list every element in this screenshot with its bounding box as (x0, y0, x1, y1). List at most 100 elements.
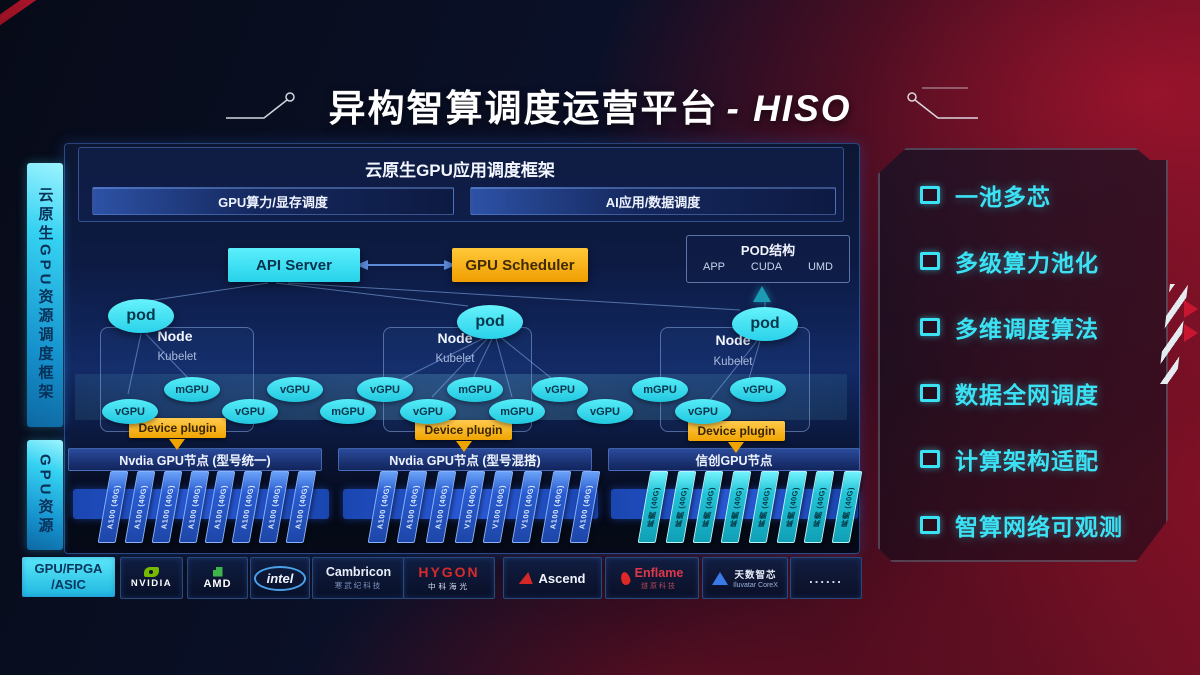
gpu-card-label: A100 (40G) (238, 484, 256, 530)
pod-ellipse: pod (108, 299, 174, 333)
vendor-name: Ascend (538, 570, 586, 586)
down-arrow-icon (728, 442, 744, 453)
feature-bullet-icon (920, 516, 940, 534)
gpu-card-label: A100 (40G) (432, 484, 450, 530)
gpu-card: 昇腾 (40G) (720, 471, 752, 543)
feature-item: 一池多芯 (920, 178, 1155, 212)
chip-label-line1: GPU/FPGA (34, 560, 103, 576)
chevron-right-icon (1184, 324, 1198, 342)
vendor-more-dots: ...... (809, 570, 843, 586)
gpu-unit-mgpu: mGPU (489, 399, 545, 424)
gpu-card: V100 (40G) (454, 471, 485, 543)
gpu-card-label: 昇腾 (40G) (672, 486, 689, 528)
pod-ellipse: pod (457, 305, 523, 339)
vendor-enflame: Enflame 燧原科技 (605, 557, 699, 599)
gpu-card: A100 (40G) (425, 471, 457, 543)
gpu-unit-vgpu: vGPU (222, 399, 278, 424)
gpu-card: A100 (40G) (124, 471, 156, 543)
gpu-card-label: 昇腾 (40G) (783, 486, 800, 528)
gpu-unit-mgpu: mGPU (164, 377, 220, 402)
gpu-card-label: 昇腾 (40G) (644, 486, 662, 528)
feature-item: 计算架构适配 (920, 442, 1155, 476)
vendor-amd: AMD (187, 557, 248, 599)
kubelet-label: Kubelet (435, 353, 475, 365)
vendor-intel: intel (250, 557, 310, 599)
feature-label: 计算架构适配 (955, 448, 1099, 474)
gpu-card: A100 (40G) (258, 471, 290, 543)
enflame-logo-icon (619, 570, 632, 586)
gpu-unit-mgpu: mGPU (320, 399, 376, 424)
gpu-card-label: 昇腾 (40G) (811, 486, 828, 528)
feature-label: 数据全网调度 (955, 382, 1099, 408)
gpu-card-strip-3: 昇腾 (40G) 昇腾 (40G) 昇腾 (40G) 昇腾 (40G) 昇腾 (40G)… (637, 471, 863, 545)
vendor-name: 天数智芯 (734, 570, 777, 581)
page-title-zh: 异构智算调度运营平台 (328, 88, 719, 129)
gpu-card-strip-1: A100 (40G) A100 (40G) A100 (40G) A100 (40G)… (97, 471, 317, 545)
vendor-chip: GPU/FPGA/ASIC (22, 557, 115, 597)
gpu-unit-mgpu: mGPU (447, 377, 503, 402)
features-panel (878, 148, 1168, 562)
gpu-card-label: A100 (40G) (403, 484, 421, 530)
gpu-card-label: 昇腾 (40G) (755, 486, 772, 528)
gpu-card-label: A100 (40G) (131, 484, 149, 530)
app-framework-title: 云原生GPU应用调度框架 (365, 161, 555, 180)
gpu-card: 昇腾 (40G) (665, 471, 697, 543)
vendor-subname: 燧原科技 (640, 582, 677, 590)
feature-bullet-icon (920, 186, 940, 204)
gpu-card: A100 (40G) (205, 471, 236, 543)
gpu-card-label: A100 (40G) (374, 484, 392, 530)
vendor-subname: 中科海光 (428, 582, 470, 591)
pod-structure-title: POD结构 (740, 243, 796, 258)
rail-label: 云原生GPU资源调度框架 (36, 187, 54, 403)
gpu-card: A100 (40G) (178, 471, 209, 543)
chip-label-line2: /ASIC (51, 577, 86, 592)
gpu-card-label: A100 (40G) (292, 484, 310, 530)
pod-structure-box: POD结构 APP CUDA UMD (686, 235, 850, 283)
gpu-card: V100 (40G) (511, 471, 543, 543)
pod-item-cuda: CUDA (750, 261, 783, 273)
gpu-card-label: A100 (40G) (211, 484, 229, 530)
gpu-card-label: A100 (40G) (265, 484, 283, 530)
kubelet-label: Kubelet (157, 351, 197, 363)
gpu-card: 昇腾 (40G) (748, 471, 780, 543)
page-title: 异构智算调度运营平台 - HISO (0, 78, 1180, 132)
vendor-subname: Iluvatar CoreX (733, 582, 778, 589)
page-title-en: - HISO (726, 88, 852, 129)
vendor-hygon: HYGON 中科海光 (403, 557, 495, 599)
vendor-iluvatar: 天数智芯 Iluvatar CoreX (702, 557, 788, 599)
bar-ai-data-scheduling: AI应用/数据调度 (470, 187, 836, 215)
bar-gpu-compute-scheduling: GPU算力/显存调度 (92, 187, 454, 215)
vendor-name: HYGON (418, 564, 480, 580)
gpu-card-label: A100 (40G) (104, 484, 122, 530)
gpu-card-label: V100 (40G) (461, 485, 478, 529)
vendor-name: AMD (203, 577, 232, 590)
gpu-unit-vgpu: vGPU (357, 377, 413, 402)
gpu-card: A100 (40G) (396, 471, 428, 543)
gpu-card: V100 (40G) (483, 471, 514, 543)
vendor-name: Enflame (634, 565, 684, 580)
down-arrow-icon (456, 441, 472, 452)
up-arrow-icon (753, 286, 771, 302)
gpu-card-label: A100 (40G) (547, 484, 565, 530)
gpu-card: A100 (40G) (540, 471, 572, 543)
feature-item: 多级算力池化 (920, 244, 1155, 278)
feature-item: 智算网络可观测 (920, 508, 1155, 542)
feature-bullet-icon (920, 384, 940, 402)
amd-logo-icon (212, 566, 223, 577)
vendor-name: NVIDIA (130, 578, 173, 589)
gpu-scheduler-box: GPU Scheduler (452, 248, 588, 282)
rail-cloud-native-gpu: 云原生GPU资源调度框架 (27, 163, 63, 427)
intel-logo: intel (253, 565, 307, 591)
rail-gpu-resources: GPU资源 (27, 440, 63, 550)
feature-bullet-icon (920, 450, 940, 468)
device-plugin-box: Device plugin (688, 421, 785, 441)
feature-bullet-icon (920, 252, 940, 270)
gpu-unit-vgpu: vGPU (577, 399, 633, 424)
chevron-right-icon (1184, 300, 1198, 318)
gpu-unit-vgpu: vGPU (400, 399, 456, 424)
gpu-card: 昇腾 (40G) (776, 471, 807, 543)
gpu-card-label: 昇腾 (40G) (728, 486, 745, 528)
gpu-unit-vgpu: vGPU (102, 399, 158, 424)
gpu-group-label-uniform: Nvdia GPU节点 (型号统一) (68, 448, 322, 471)
